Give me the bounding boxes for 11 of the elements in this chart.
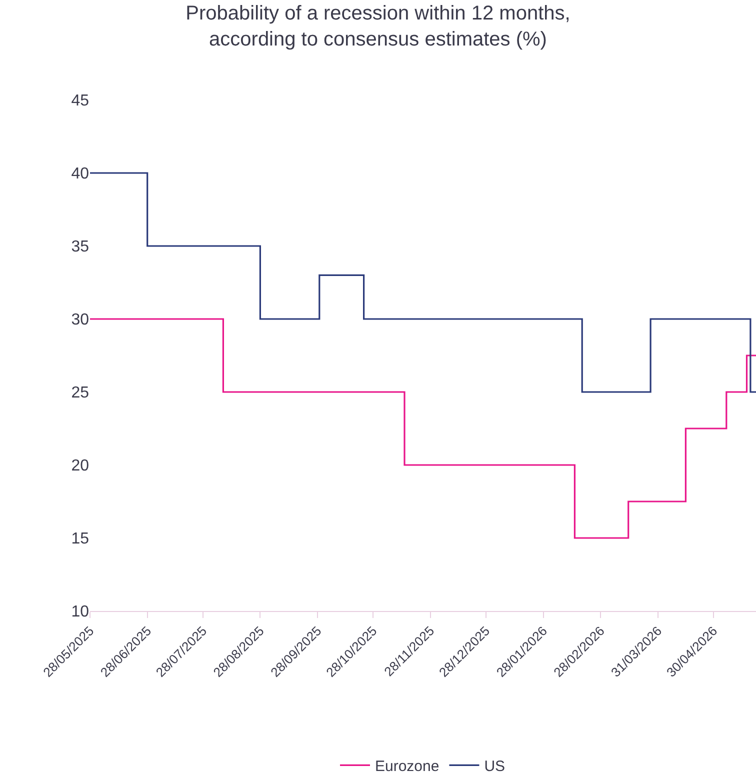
y-tick-label: 10: [71, 604, 90, 621]
legend-label: US: [484, 758, 506, 776]
y-tick-label: 15: [71, 530, 90, 548]
y-tick-label: 20: [71, 458, 90, 475]
chart-title: Probability of a recession within 12 months, according to consensus estimates (%): [186, 2, 570, 51]
y-tick-label: 40: [71, 166, 90, 183]
y-tick-label: 35: [71, 238, 90, 256]
y-tick-label: 30: [71, 312, 90, 329]
y-tick-label: 25: [71, 384, 90, 402]
legend-label: Eurozone: [375, 758, 440, 776]
y-tick-label: 45: [71, 92, 90, 110]
